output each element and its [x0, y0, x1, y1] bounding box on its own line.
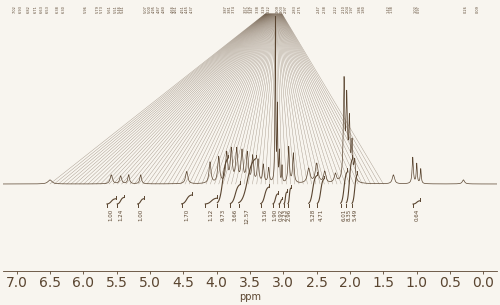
Text: 4.80: 4.80	[162, 5, 166, 13]
Text: 0.26: 0.26	[464, 5, 468, 13]
Text: 12.57: 12.57	[245, 208, 250, 224]
Text: 2.38: 2.38	[322, 5, 326, 13]
Text: 1.86: 1.86	[358, 5, 362, 13]
Text: 5.96: 5.96	[84, 5, 88, 13]
Text: 5.51: 5.51	[114, 5, 118, 13]
Text: 2.23: 2.23	[283, 208, 288, 221]
Text: 3.29: 3.29	[262, 5, 266, 13]
Text: 5.07: 5.07	[144, 5, 148, 13]
Text: 1.97: 1.97	[350, 5, 354, 13]
Text: 4.45: 4.45	[184, 5, 188, 13]
Text: 3.03: 3.03	[280, 5, 283, 13]
Text: 2.83: 2.83	[292, 5, 296, 13]
Text: 1.02: 1.02	[414, 5, 418, 13]
Text: 6.93: 6.93	[19, 5, 23, 13]
Text: 5.73: 5.73	[100, 5, 103, 13]
Text: 1.00: 1.00	[109, 208, 114, 221]
Text: 7.02: 7.02	[13, 5, 17, 13]
Text: 1.00: 1.00	[138, 208, 143, 221]
Text: 1.12: 1.12	[209, 208, 214, 221]
Text: 3.87: 3.87	[224, 5, 228, 13]
Text: 3.57: 3.57	[244, 5, 248, 13]
Text: 4.87: 4.87	[156, 5, 160, 13]
Text: 2.96: 2.96	[287, 208, 292, 221]
Text: 5.79: 5.79	[96, 5, 100, 13]
Text: 5.41: 5.41	[120, 5, 124, 13]
Text: 3.52: 3.52	[246, 5, 250, 13]
Text: 4.51: 4.51	[180, 5, 184, 13]
Text: 4.95: 4.95	[152, 5, 156, 13]
Text: 2.97: 2.97	[284, 5, 288, 13]
Text: 3.16: 3.16	[262, 208, 267, 221]
Text: 3.47: 3.47	[250, 5, 254, 13]
Text: 1.42: 1.42	[386, 5, 390, 13]
Text: 1.90: 1.90	[273, 208, 278, 221]
Text: 1.70: 1.70	[184, 208, 189, 221]
Text: 0.64: 0.64	[414, 208, 419, 221]
Text: 2.22: 2.22	[334, 5, 338, 13]
Text: 6.38: 6.38	[56, 5, 60, 13]
Text: 4.61: 4.61	[174, 5, 178, 13]
Text: 6.82: 6.82	[26, 5, 30, 13]
Text: 4.66: 4.66	[170, 5, 174, 13]
Text: 4.37: 4.37	[190, 5, 194, 13]
Text: 6.30: 6.30	[62, 5, 66, 13]
Text: 3.81: 3.81	[228, 5, 232, 13]
Text: 6.63: 6.63	[40, 5, 44, 13]
Text: 6.01: 6.01	[342, 208, 346, 221]
Text: 0.97: 0.97	[416, 5, 420, 13]
Text: 2.04: 2.04	[346, 5, 350, 13]
Text: 3.66: 3.66	[233, 208, 238, 221]
Text: 0.09: 0.09	[476, 5, 480, 13]
Text: 3.38: 3.38	[256, 5, 260, 13]
Text: 2.75: 2.75	[298, 5, 302, 13]
Text: 5.61: 5.61	[108, 5, 112, 13]
Text: 6.53: 6.53	[46, 5, 50, 13]
Text: 1.38: 1.38	[390, 5, 394, 13]
Text: 3.09: 3.09	[276, 5, 280, 13]
Text: 6.71: 6.71	[34, 5, 38, 13]
Text: 9.73: 9.73	[220, 208, 225, 221]
Text: 2.10: 2.10	[342, 5, 345, 13]
Text: 3.74: 3.74	[232, 5, 236, 13]
X-axis label: ppm: ppm	[239, 292, 261, 302]
Text: 3.22: 3.22	[266, 5, 270, 13]
Text: 5.49: 5.49	[352, 208, 357, 221]
Text: 8.35: 8.35	[347, 208, 352, 221]
Text: 5.46: 5.46	[118, 5, 122, 13]
Text: 4.71: 4.71	[318, 208, 323, 221]
Text: 0.92: 0.92	[278, 208, 283, 221]
Text: 1.80: 1.80	[362, 5, 366, 13]
Text: 5.00: 5.00	[148, 5, 152, 13]
Text: 5.28: 5.28	[310, 208, 315, 221]
Text: 2.47: 2.47	[316, 5, 320, 13]
Text: 1.24: 1.24	[118, 208, 123, 221]
